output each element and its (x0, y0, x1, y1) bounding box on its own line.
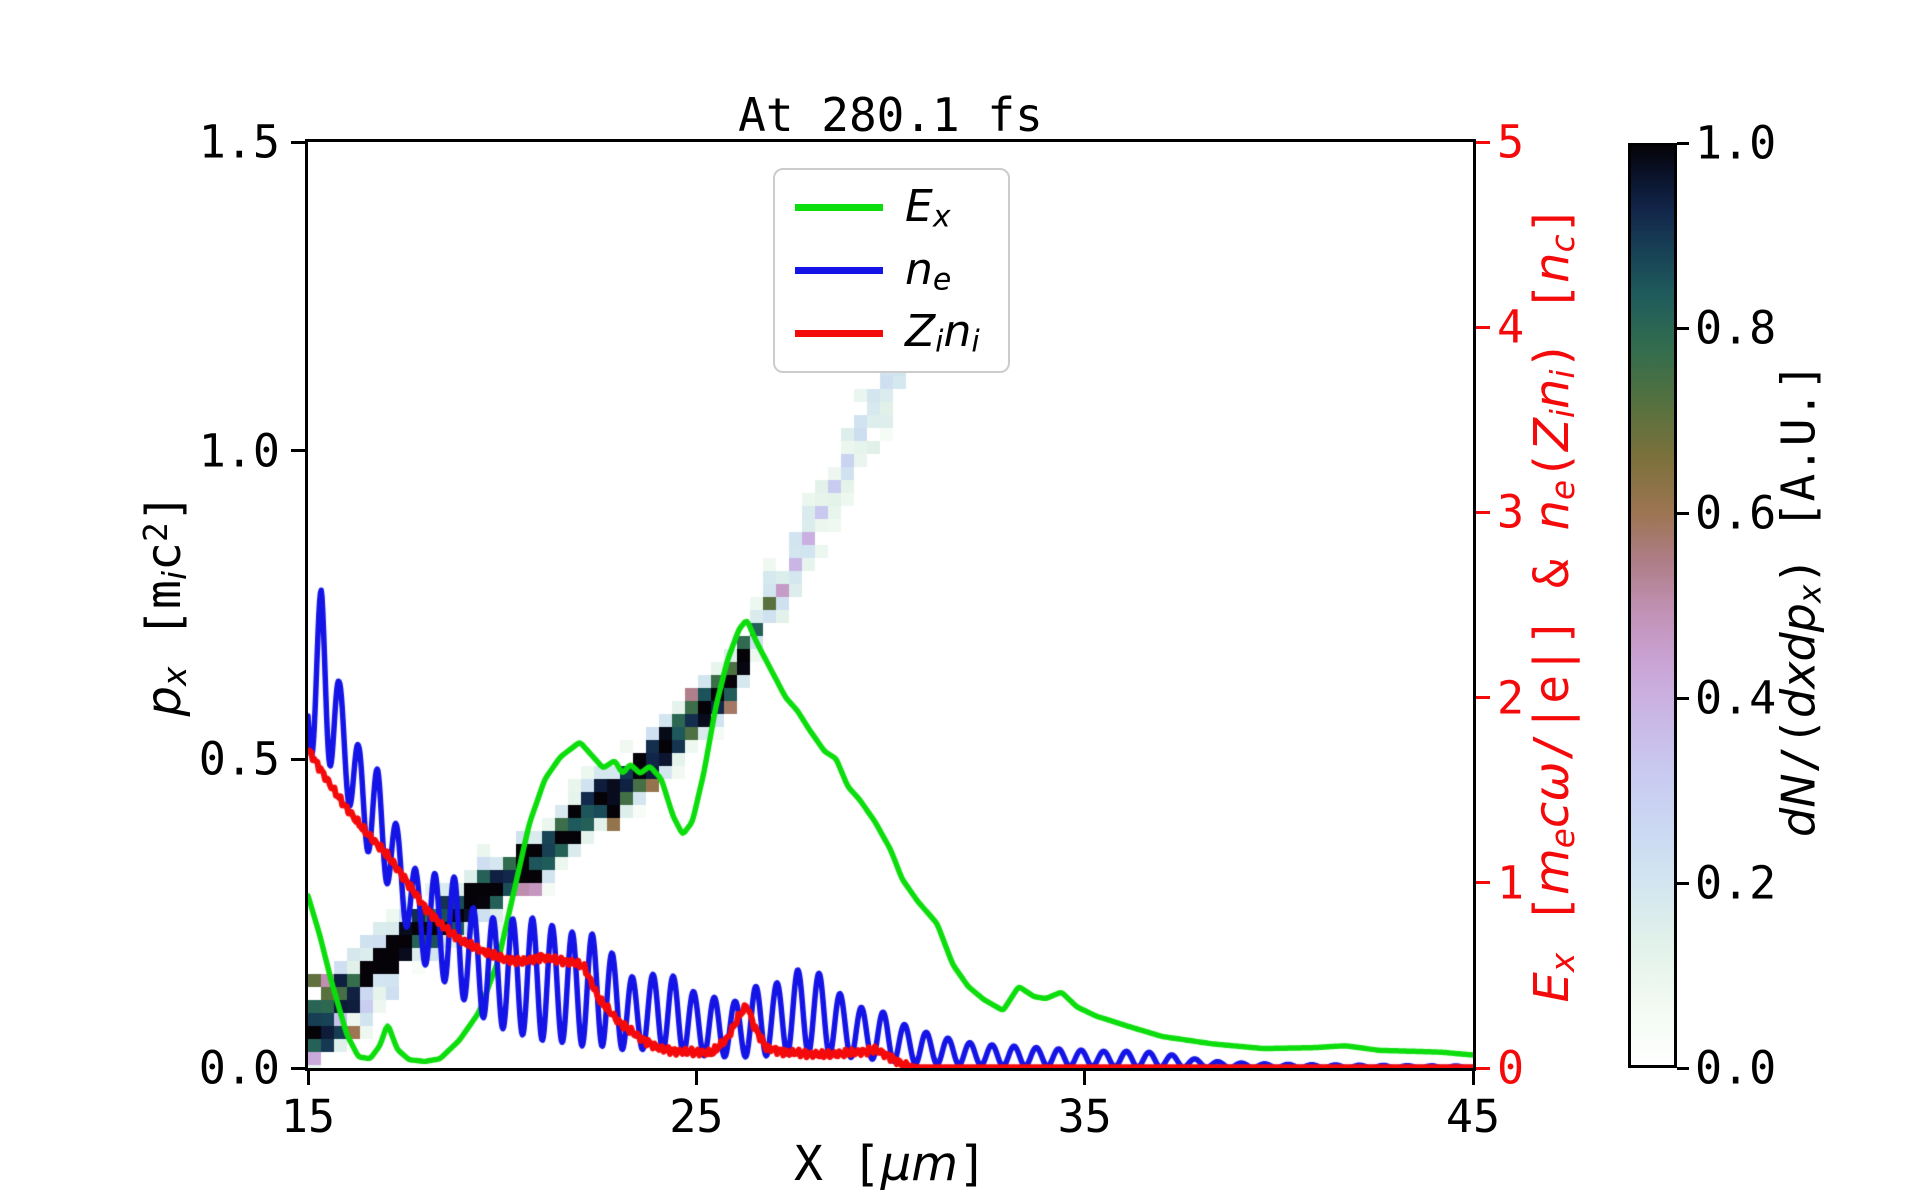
y-tick-left (291, 140, 305, 144)
colorbar-tick (1677, 696, 1689, 700)
x-tick (694, 1071, 698, 1085)
legend: Ex ne Zini (773, 168, 1010, 373)
y-axis-label-left: px [mic2] (135, 493, 195, 717)
y-axis-label-right: Ex [mecω/|e|] & ne(Zini) [nc] (1523, 205, 1583, 1003)
y-tick-right (1476, 140, 1490, 144)
colorbar-tick (1677, 511, 1689, 515)
x-tick (1471, 1071, 1475, 1085)
plot-title: At 280.1 fs (738, 88, 1043, 142)
colorbar-label: dN/(dxdpx) [A.U.] (1771, 363, 1829, 837)
colorbar-tick-label: 0.6 (1695, 486, 1777, 540)
legend-label: ne (905, 243, 952, 298)
legend-line-sample (795, 266, 883, 274)
colorbar-tick (1677, 1066, 1689, 1070)
colorbar (1628, 143, 1677, 1068)
y-tick-label-right: 2 (1497, 671, 1525, 725)
x-tick-label: 35 (1057, 1090, 1112, 1143)
x-tick-label: 45 (1445, 1090, 1501, 1143)
colorbar-tick-label: 1.0 (1695, 116, 1777, 170)
colorbar-tick-label: 0.4 (1695, 671, 1777, 725)
x-tick-label: 25 (669, 1090, 724, 1143)
y-tick-label-right: 0 (1497, 1041, 1525, 1095)
y-tick-label-right: 1 (1497, 856, 1525, 910)
legend-item: ne (775, 243, 1008, 298)
y-tick-left (291, 757, 305, 761)
x-tick (1083, 1071, 1087, 1085)
legend-line-sample (795, 204, 883, 212)
y-tick-right (1476, 325, 1490, 329)
y-tick-label-right: 3 (1497, 485, 1525, 539)
y-tick-right (1476, 881, 1490, 885)
colorbar-tick-label: 0.0 (1695, 1041, 1777, 1095)
y-tick-left (291, 1066, 305, 1070)
y-tick-left (291, 449, 305, 453)
colorbar-tick (1677, 141, 1689, 145)
y-tick-label-right: 4 (1497, 300, 1525, 354)
legend-line-sample (795, 329, 883, 337)
y-tick-right (1476, 510, 1490, 514)
colorbar-tick-label: 0.8 (1695, 301, 1777, 355)
x-tick-label: 15 (280, 1090, 336, 1143)
x-tick (306, 1071, 310, 1085)
y-tick-label-right: 5 (1497, 115, 1525, 169)
legend-item: Zini (775, 306, 1008, 360)
y-tick-label-left: 1.0 (198, 424, 280, 478)
x-axis-label: X [μm] (794, 1136, 987, 1192)
y-tick-label-left: 0.0 (198, 1041, 280, 1095)
legend-item: Ex (775, 181, 1008, 235)
legend-label: Ex (905, 181, 951, 235)
y-tick-right (1476, 696, 1490, 700)
colorbar-tick (1677, 881, 1689, 885)
y-tick-right (1476, 1066, 1490, 1070)
y-tick-label-left: 0.5 (198, 732, 280, 786)
colorbar-tick-label: 0.2 (1695, 856, 1777, 910)
y-tick-label-left: 1.5 (198, 115, 280, 169)
colorbar-tick (1677, 326, 1689, 330)
legend-label: Zini (905, 306, 980, 360)
